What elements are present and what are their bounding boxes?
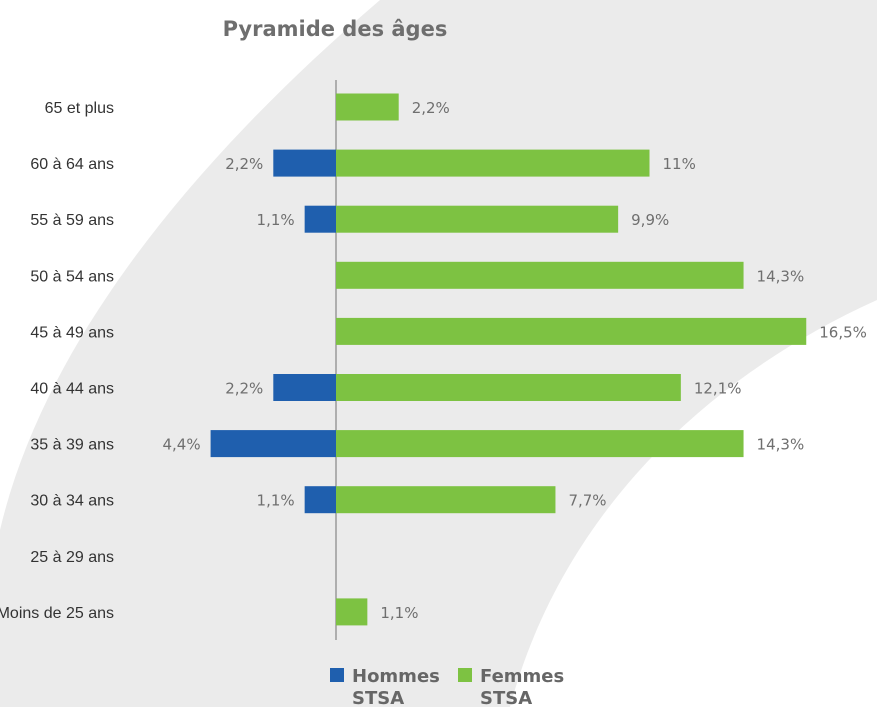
category-label: 45 à 49 ans xyxy=(30,324,114,341)
bar-femmes xyxy=(336,598,368,626)
bar-hommes xyxy=(210,430,336,458)
category-label: 60 à 64 ans xyxy=(30,156,114,173)
category-label: 35 à 39 ans xyxy=(30,437,114,454)
data-label: 14,3% xyxy=(757,436,805,454)
data-label: 2,2% xyxy=(225,155,263,173)
category-label: 65 et plus xyxy=(45,100,114,117)
chart-title: Pyramide des âges xyxy=(223,17,448,41)
data-label: 2,2% xyxy=(412,99,450,117)
plot-area: 65 et plus 60 à 64 ans 55 à 59 ans 50 à 54 … xyxy=(0,80,867,640)
category-label: 40 à 44 ans xyxy=(30,381,114,398)
data-label: 11% xyxy=(663,155,696,173)
data-label: 14,3% xyxy=(757,267,805,285)
legend-swatch xyxy=(458,668,472,682)
bar-femmes xyxy=(336,149,650,177)
legend-label: STSA xyxy=(352,688,404,707)
data-label: 1,1% xyxy=(380,604,418,622)
data-label: 16,5% xyxy=(819,323,867,341)
category-label: 50 à 54 ans xyxy=(30,268,114,285)
data-label: 7,7% xyxy=(568,492,606,510)
category-label: 25 à 29 ans xyxy=(30,549,114,566)
bar-hommes xyxy=(273,149,336,177)
bar-femmes xyxy=(336,374,681,401)
bar-femmes xyxy=(336,93,399,121)
category-label: 30 à 34 ans xyxy=(30,493,114,510)
bar-femmes xyxy=(336,486,556,514)
data-label: 4,4% xyxy=(162,436,200,454)
category-label: Moins de 25 ans xyxy=(0,605,114,622)
bar-femmes xyxy=(336,430,744,458)
category-label: 55 à 59 ans xyxy=(30,212,114,229)
legend-label: Hommes xyxy=(352,666,440,687)
data-label: 2,2% xyxy=(225,380,263,398)
data-label: 12,1% xyxy=(694,380,742,398)
bar-hommes xyxy=(304,486,336,514)
bar-hommes xyxy=(273,374,336,401)
legend-label: Femmes xyxy=(480,666,564,687)
bar-femmes xyxy=(336,205,619,233)
data-label: 9,9% xyxy=(631,211,669,229)
bar-hommes xyxy=(304,205,336,233)
bar-femmes xyxy=(336,261,744,289)
legend-label: STSA xyxy=(480,688,532,707)
bar-femmes xyxy=(336,317,807,345)
data-label: 1,1% xyxy=(257,211,295,229)
legend-swatch xyxy=(330,668,344,682)
data-label: 1,1% xyxy=(257,492,295,510)
